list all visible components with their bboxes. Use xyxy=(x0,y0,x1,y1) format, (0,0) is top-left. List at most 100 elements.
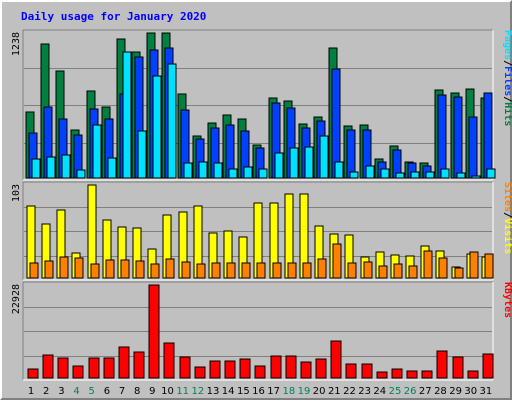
x-tick-label-day-5: 5 xyxy=(89,386,95,397)
bar-pages-day-19 xyxy=(304,146,314,179)
bar-kbytes-day-7 xyxy=(118,346,130,379)
legend-sites: Sites xyxy=(502,182,512,212)
bar-kbytes-day-23 xyxy=(361,363,373,379)
panel-kbytes: 22928 KBytes xyxy=(11,281,512,381)
bar-kbytes-day-24 xyxy=(376,371,388,379)
x-tick-label-day-12: 12 xyxy=(191,386,204,397)
bar-files-day-22 xyxy=(346,129,356,179)
x-tick-label-day-4: 4 xyxy=(73,386,79,397)
bar-sites-day-23 xyxy=(363,261,373,279)
bar-pages-day-14 xyxy=(228,168,238,179)
bar-pages-day-1 xyxy=(31,158,41,179)
bar-pages-day-27 xyxy=(425,171,435,179)
bar-pages-day-8 xyxy=(137,130,147,179)
bar-sites-day-8 xyxy=(135,260,145,279)
x-tick-label-day-30: 30 xyxy=(464,386,477,397)
bar-pages-day-13 xyxy=(213,162,223,179)
bar-sites-day-18 xyxy=(287,262,297,279)
x-tick-label-day-3: 3 xyxy=(58,386,64,397)
bar-pages-day-24 xyxy=(380,168,390,179)
legend-kbytes: KBytes xyxy=(502,282,512,318)
bar-pages-day-25 xyxy=(395,172,405,179)
x-tick-label-day-15: 15 xyxy=(237,386,250,397)
bar-kbytes-day-10 xyxy=(163,342,175,379)
bar-sites-day-1 xyxy=(29,262,39,279)
bar-sites-day-16 xyxy=(256,262,266,279)
bar-sites-day-4 xyxy=(74,257,84,279)
legend-visits: Visits xyxy=(502,218,512,254)
x-tick-label-day-19: 19 xyxy=(298,386,311,397)
bar-sites-day-22 xyxy=(347,262,357,279)
legend-files: Files xyxy=(502,66,512,96)
x-tick-label-day-9: 9 xyxy=(149,386,155,397)
x-tick-label-day-1: 1 xyxy=(28,386,34,397)
x-tick-label-day-6: 6 xyxy=(104,386,110,397)
x-tick-label-day-31: 31 xyxy=(480,386,493,397)
legend-separator: / xyxy=(502,96,512,102)
bar-files-day-29 xyxy=(453,96,463,179)
bar-sites-day-12 xyxy=(196,263,206,279)
x-tick-label-day-25: 25 xyxy=(389,386,402,397)
bar-pages-day-30 xyxy=(471,175,481,179)
bar-pages-day-31 xyxy=(486,168,496,179)
x-tick-label-day-24: 24 xyxy=(373,386,386,397)
panel-visits-sites-legend: Sites/Visits xyxy=(502,182,512,254)
bar-pages-day-18 xyxy=(289,147,299,179)
legend-separator: / xyxy=(502,60,512,66)
panel-hits-files-pages-max-label: 1238 xyxy=(11,32,22,56)
bar-pages-day-3 xyxy=(61,154,71,179)
bar-sites-day-15 xyxy=(241,262,251,279)
bar-sites-day-17 xyxy=(272,262,282,279)
bar-kbytes-day-19 xyxy=(300,361,312,379)
bar-pages-day-9 xyxy=(152,75,162,179)
bar-pages-day-12 xyxy=(198,161,208,179)
bar-kbytes-day-3 xyxy=(57,357,69,379)
bar-kbytes-day-9 xyxy=(148,284,160,379)
bar-kbytes-day-4 xyxy=(72,365,84,379)
bar-sites-day-13 xyxy=(211,262,221,279)
bar-kbytes-day-21 xyxy=(330,340,342,379)
bar-pages-day-22 xyxy=(349,171,359,179)
bar-sites-day-6 xyxy=(105,259,115,279)
x-tick-label-day-17: 17 xyxy=(267,386,280,397)
bar-kbytes-day-27 xyxy=(421,370,433,379)
bar-sites-day-29 xyxy=(454,267,464,279)
bar-sites-day-19 xyxy=(302,262,312,279)
bar-pages-day-10 xyxy=(167,63,177,179)
bar-pages-day-2 xyxy=(46,156,56,179)
bar-sites-day-25 xyxy=(393,263,403,279)
x-tick-label-day-27: 27 xyxy=(419,386,432,397)
x-tick-label-day-21: 21 xyxy=(328,386,341,397)
bar-kbytes-day-26 xyxy=(406,370,418,379)
bar-kbytes-day-6 xyxy=(103,357,115,379)
x-tick-label-day-7: 7 xyxy=(119,386,125,397)
bar-pages-day-29 xyxy=(456,172,466,179)
bar-sites-day-3 xyxy=(59,256,69,279)
bar-kbytes-day-29 xyxy=(452,356,464,379)
x-tick-label-day-16: 16 xyxy=(252,386,265,397)
x-tick-label-day-8: 8 xyxy=(134,386,140,397)
bar-pages-day-17 xyxy=(274,152,284,179)
bar-files-day-30 xyxy=(468,116,478,179)
x-tick-label-day-23: 23 xyxy=(358,386,371,397)
panel-hits-files-pages-border xyxy=(22,29,494,181)
bar-kbytes-day-22 xyxy=(345,363,357,379)
bar-kbytes-day-8 xyxy=(133,351,145,379)
bar-kbytes-day-25 xyxy=(391,368,403,379)
bar-kbytes-day-17 xyxy=(270,355,282,379)
bar-sites-day-14 xyxy=(226,262,236,279)
x-tick-label-day-26: 26 xyxy=(404,386,417,397)
panel-kbytes-legend: KBytes xyxy=(502,282,512,318)
bar-kbytes-day-5 xyxy=(88,357,100,379)
bar-pages-day-26 xyxy=(410,171,420,179)
bar-sites-day-2 xyxy=(44,260,54,279)
x-tick-label-day-22: 22 xyxy=(343,386,356,397)
bar-sites-day-9 xyxy=(150,263,160,279)
bar-sites-day-11 xyxy=(181,261,191,279)
bar-sites-day-30 xyxy=(469,251,479,279)
bar-kbytes-day-20 xyxy=(315,358,327,379)
bar-pages-day-11 xyxy=(183,162,193,179)
bar-sites-day-24 xyxy=(378,265,388,279)
